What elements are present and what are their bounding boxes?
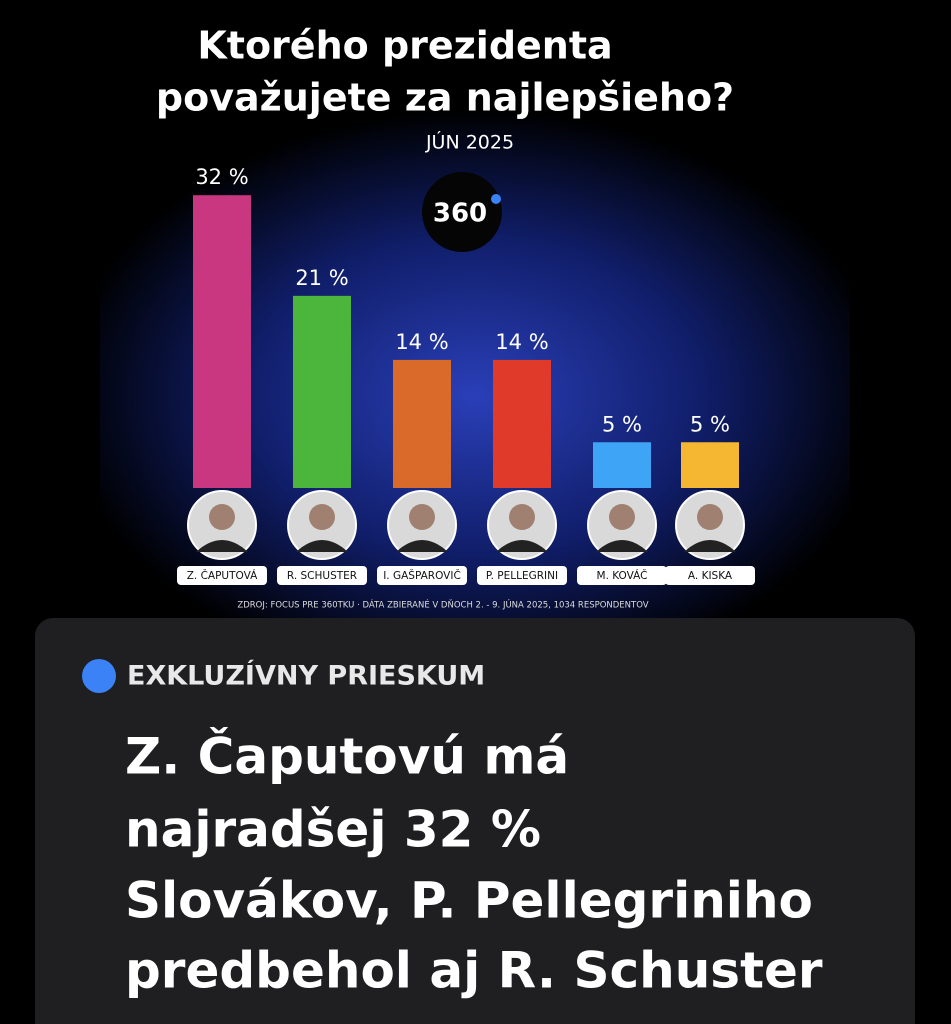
- name-pill: [477, 566, 567, 585]
- bar: [193, 195, 251, 488]
- value-label: 21 %: [295, 266, 348, 290]
- chart-title: považujete za najlepšieho?: [156, 76, 734, 120]
- value-label: 5 %: [690, 412, 730, 436]
- value-label: 5 %: [602, 412, 642, 436]
- portrait-body: [196, 540, 248, 552]
- x-tick-label: A. KISKA: [688, 570, 733, 582]
- chart: Ktorého prezidenta považujete za najlepš…: [156, 24, 755, 611]
- value-label: 14 %: [495, 330, 548, 354]
- name-pill: [377, 566, 467, 585]
- card: EXKLUZÍVNY PRIESKUM Z. Čaputovú má najra…: [35, 618, 915, 1024]
- chart-title: Ktorého prezidenta: [197, 24, 612, 68]
- value-label: 32 %: [195, 165, 248, 189]
- headline: najradšej 32 %: [125, 801, 541, 859]
- portrait-head: [509, 504, 535, 530]
- portrait-body: [496, 540, 548, 552]
- source: ZDROJ: FOCUS PRE 360TKU · DÁTA ZBIERANÉ …: [237, 599, 648, 611]
- name-pill: [577, 566, 667, 585]
- portrait-head: [609, 504, 635, 530]
- label-dot: [82, 659, 116, 693]
- portrait-body: [684, 540, 736, 552]
- bar: [593, 442, 651, 488]
- name-pill: [277, 566, 367, 585]
- x-tick-label: M. KOVÁČ: [597, 569, 648, 582]
- headline: Z. Čaputovú má: [125, 727, 569, 786]
- x-tick-label: Z. ČAPUTOVÁ: [187, 569, 258, 582]
- name-pill: [177, 566, 267, 585]
- card-label: EXKLUZÍVNY PRIESKUM: [127, 660, 485, 692]
- portrait-head: [309, 504, 335, 530]
- logo: 360: [433, 199, 487, 229]
- headline: predbehol aj R. Schuster: [125, 942, 823, 1000]
- portrait-body: [396, 540, 448, 552]
- portrait-body: [596, 540, 648, 552]
- x-tick-label: P. PELLEGRINI: [486, 570, 558, 582]
- logo-circle: [422, 172, 502, 252]
- headline: Slovákov, P. Pellegriniho: [125, 872, 813, 930]
- x-tick-label: R. SCHUSTER: [287, 570, 357, 582]
- portrait-head: [409, 504, 435, 530]
- portrait-head: [209, 504, 235, 530]
- value-label: 14 %: [395, 330, 448, 354]
- name-pill: [665, 566, 755, 585]
- bar: [393, 359, 451, 488]
- bar: [493, 359, 551, 488]
- logo-dot: [491, 194, 501, 204]
- x-tick-label: I. GAŠPAROVIČ: [383, 569, 461, 582]
- card-background: [35, 618, 915, 1024]
- portrait-head: [697, 504, 723, 530]
- bar: [293, 295, 351, 488]
- bar: [681, 442, 739, 488]
- chart-subtitle: JÚN 2025: [425, 130, 514, 154]
- portrait-body: [296, 540, 348, 552]
